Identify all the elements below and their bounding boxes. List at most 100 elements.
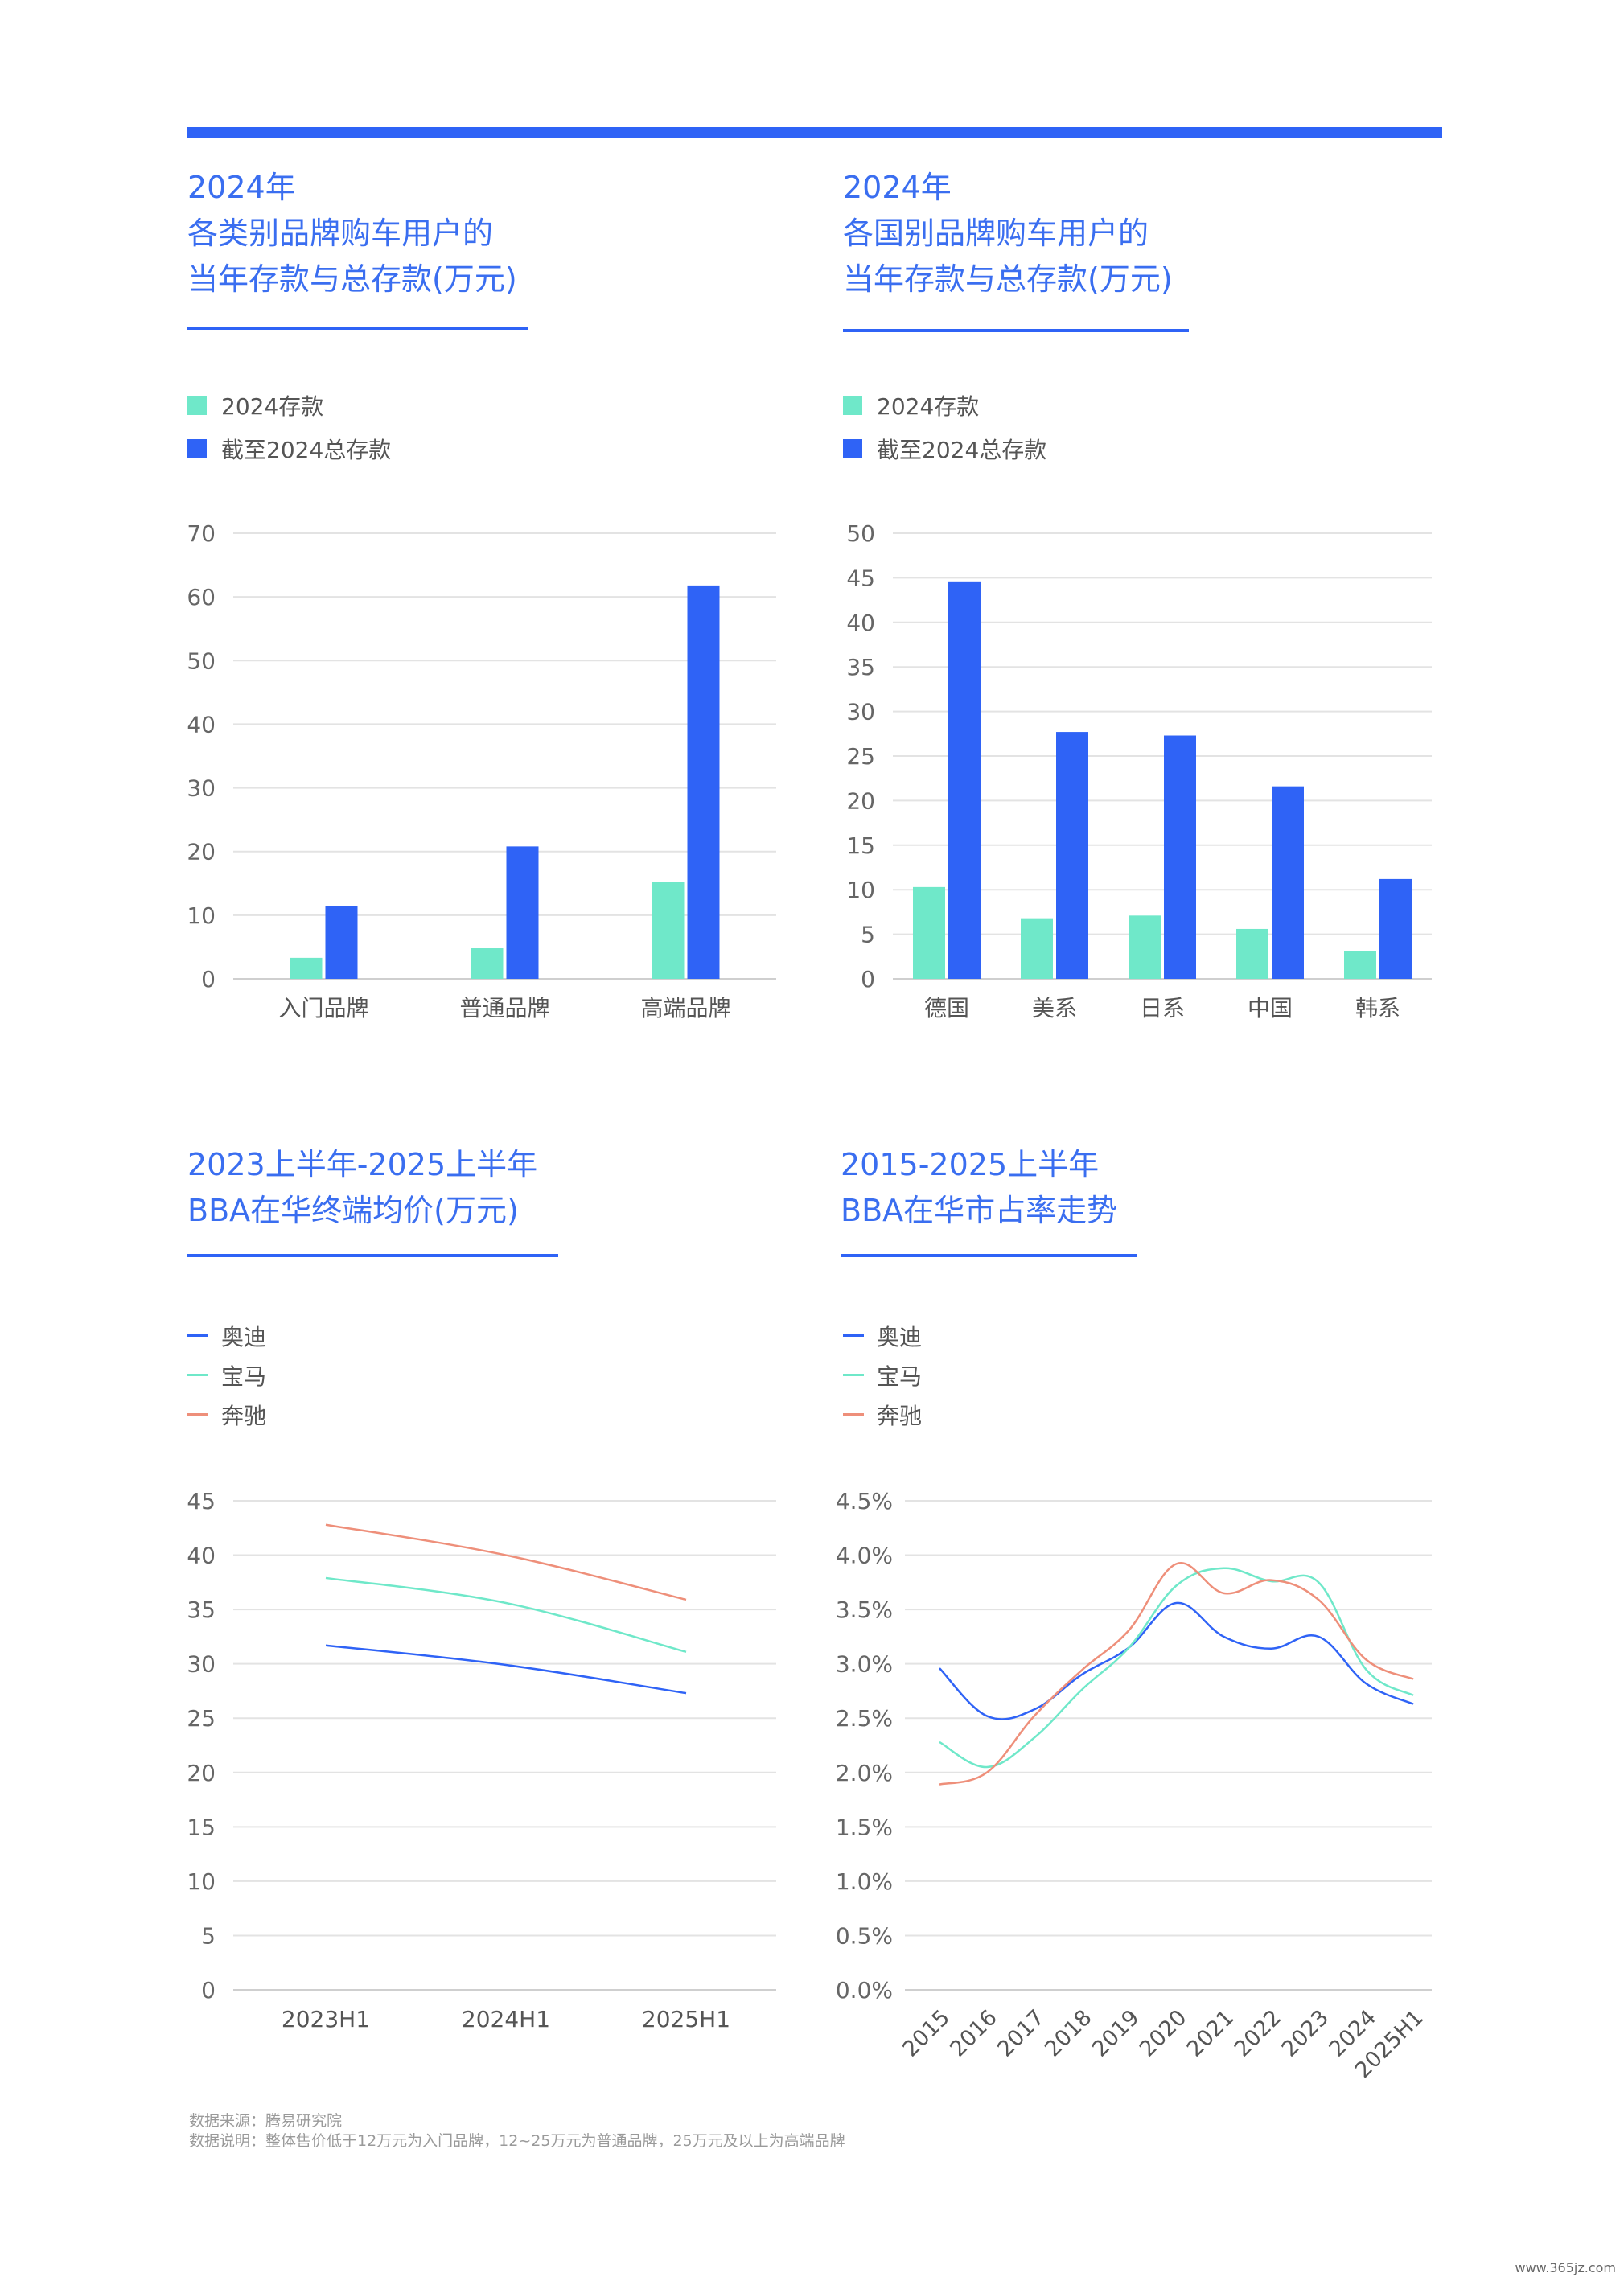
legend-item-deposit-2024: 2024存款 bbox=[843, 384, 1046, 427]
x-tick-label: 2016 bbox=[945, 2005, 1002, 2062]
footnote-note: 数据说明：整体售价低于12万元为入门品牌，12~25万元为普通品牌，25万元及以… bbox=[189, 2132, 845, 2150]
y-tick-label: 30 bbox=[187, 775, 216, 802]
y-tick-label: 15 bbox=[846, 832, 875, 859]
legend-item-audi: 奥迪 bbox=[843, 1316, 922, 1355]
legend-item-total-deposit: 截至2024总存款 bbox=[187, 427, 391, 471]
legend-item-deposit-2024: 2024存款 bbox=[187, 384, 391, 427]
legend-item-bmw: 宝马 bbox=[843, 1355, 922, 1395]
bar-deposit-2024 bbox=[1021, 918, 1053, 979]
bar-total-deposit bbox=[1272, 786, 1304, 979]
y-tick-label: 40 bbox=[846, 610, 875, 636]
y-tick-label: 10 bbox=[187, 1868, 216, 1895]
y-tick-label: 4.5% bbox=[836, 1488, 893, 1515]
y-tick-label: 30 bbox=[846, 699, 875, 725]
legend-item-bmw: 宝马 bbox=[187, 1355, 266, 1395]
y-tick-label: 0 bbox=[861, 966, 875, 993]
bar-total-deposit bbox=[325, 906, 358, 979]
series-line-bmw bbox=[939, 1567, 1414, 1769]
series-line-benz bbox=[325, 1523, 687, 1601]
bar-total-deposit bbox=[506, 846, 539, 979]
y-tick-label: 5 bbox=[861, 922, 875, 948]
legend-swatch-mint bbox=[843, 396, 862, 415]
y-tick-label: 35 bbox=[846, 654, 875, 680]
chart3-title: 2023上半年-2025上半年 BBA在华终端均价(万元) bbox=[187, 1147, 538, 1228]
chart1-bar-plot: 0 10 20 30 40 50 60 70 入门品牌 普通品牌 高端品牌 bbox=[187, 520, 776, 1021]
y-tick-label: 35 bbox=[187, 1597, 216, 1623]
legend-item-benz: 奔驰 bbox=[843, 1395, 922, 1434]
y-tick-label: 0 bbox=[201, 1977, 216, 2004]
chart2-legend: 2024存款 截至2024总存款 bbox=[843, 384, 1046, 471]
x-category-label: 高端品牌 bbox=[640, 995, 730, 1021]
y-tick-label: 50 bbox=[187, 647, 216, 674]
y-tick-label: 1.5% bbox=[836, 1814, 893, 1840]
footnote: 数据来源：腾易研究院 数据说明：整体售价低于12万元为入门品牌，12~25万元为… bbox=[189, 2111, 845, 2152]
y-tick-label: 20 bbox=[187, 1760, 216, 1786]
footnote-source: 数据来源：腾易研究院 bbox=[189, 2112, 343, 2130]
chart3-title-underline bbox=[187, 1254, 558, 1257]
legend-item-audi: 奥迪 bbox=[187, 1316, 266, 1355]
y-tick-label: 2.5% bbox=[836, 1705, 893, 1732]
legend-label: 2024存款 bbox=[877, 393, 980, 420]
x-tick-label: 2019 bbox=[1087, 2005, 1145, 2062]
y-tick-label: 70 bbox=[187, 520, 216, 547]
series-line-benz bbox=[939, 1562, 1414, 1786]
chart4-title: 2015-2025上半年 BBA在华市占率走势 bbox=[841, 1147, 1118, 1228]
legend-label: 截至2024总存款 bbox=[221, 437, 392, 463]
y-tick-label: 20 bbox=[187, 839, 216, 865]
y-tick-label: 4.0% bbox=[836, 1543, 893, 1569]
x-tick-label: 2023 bbox=[1277, 2005, 1334, 2062]
bar-total-deposit bbox=[1379, 878, 1412, 979]
y-tick-label: 0.0% bbox=[836, 1977, 893, 2004]
legend-label: 宝马 bbox=[877, 1362, 923, 1390]
y-tick-label: 15 bbox=[187, 1814, 216, 1840]
legend-label: 奥迪 bbox=[877, 1323, 923, 1350]
chart1-legend: 2024存款 截至2024总存款 bbox=[187, 384, 391, 471]
legend-swatch-blue bbox=[843, 439, 862, 458]
chart3-line-plot: 0 5 10 15 20 25 30 35 40 45 2023H1 2024H1 2025H1 bbox=[187, 1488, 776, 2032]
series-line-audi bbox=[325, 1644, 687, 1695]
bar-deposit-2024 bbox=[1129, 915, 1161, 979]
bar-deposit-2024 bbox=[290, 957, 323, 979]
legend-line-salmon bbox=[843, 1413, 864, 1416]
bar-deposit-2024 bbox=[1236, 928, 1268, 979]
legend-label: 奔驰 bbox=[877, 1402, 923, 1429]
x-tick-label: 2021 bbox=[1182, 2005, 1240, 2062]
y-tick-label: 25 bbox=[187, 1705, 216, 1732]
legend-label: 奔驰 bbox=[221, 1402, 267, 1429]
legend-swatch-blue bbox=[187, 439, 207, 458]
y-tick-label: 0.5% bbox=[836, 1922, 893, 1949]
x-category-label: 美系 bbox=[1032, 995, 1077, 1021]
legend-item-benz: 奔驰 bbox=[187, 1395, 266, 1434]
chart4-title-underline bbox=[841, 1254, 1137, 1257]
y-tick-label: 10 bbox=[846, 877, 875, 903]
legend-line-mint bbox=[843, 1374, 864, 1376]
x-tick-label: 2024H1 bbox=[462, 2006, 550, 2032]
y-tick-label: 1.0% bbox=[836, 1868, 893, 1895]
chart1-title: 2024年 各类别品牌购车用户的 当年存款与总存款(万元) bbox=[187, 170, 517, 297]
bar-deposit-2024 bbox=[471, 948, 504, 979]
bar-total-deposit bbox=[1164, 735, 1196, 979]
x-tick-label: 2015 bbox=[898, 2005, 955, 2062]
legend-label: 奥迪 bbox=[221, 1323, 267, 1350]
y-tick-label: 45 bbox=[846, 565, 875, 591]
x-tick-label: 2018 bbox=[1040, 2005, 1097, 2062]
y-tick-label: 2.0% bbox=[836, 1760, 893, 1786]
x-tick-label: 2020 bbox=[1135, 2005, 1192, 2062]
chart1-title-underline bbox=[187, 327, 528, 330]
legend-label: 宝马 bbox=[221, 1362, 267, 1390]
legend-item-total-deposit: 截至2024总存款 bbox=[843, 427, 1046, 471]
x-category-label: 德国 bbox=[924, 995, 969, 1021]
top-accent-bar bbox=[187, 127, 1442, 138]
x-category-label: 入门品牌 bbox=[278, 995, 368, 1021]
chart2-title: 2024年 各国别品牌购车用户的 当年存款与总存款(万元) bbox=[843, 170, 1173, 297]
legend-swatch-mint bbox=[187, 396, 207, 415]
chart4-line-plot: 0.0% 0.5% 1.0% 1.5% 2.0% 2.5% 3.0% 3.5% 4.0% 4.5%… bbox=[836, 1488, 1432, 2083]
series-line-audi bbox=[939, 1601, 1414, 1720]
y-tick-label: 5 bbox=[201, 1922, 216, 1949]
y-tick-label: 60 bbox=[187, 584, 216, 610]
legend-label: 截至2024总存款 bbox=[877, 437, 1047, 463]
y-tick-label: 20 bbox=[846, 787, 875, 814]
legend-line-blue bbox=[187, 1334, 208, 1337]
x-category-label: 韩系 bbox=[1355, 995, 1400, 1021]
x-tick-label: 2017 bbox=[993, 2005, 1050, 2062]
